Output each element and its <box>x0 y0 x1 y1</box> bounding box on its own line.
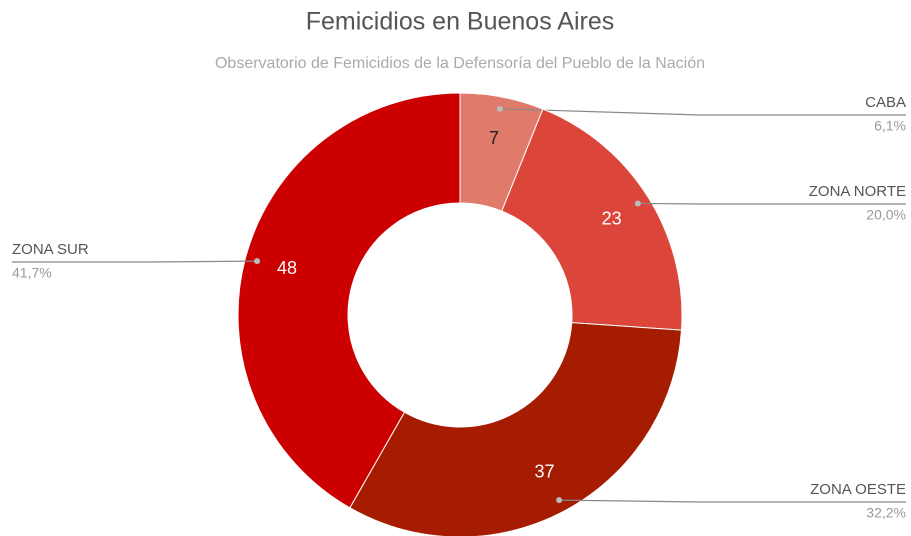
slice-value-label: 23 <box>602 209 622 229</box>
legend-label: ZONA NORTE <box>809 183 906 200</box>
leader-line <box>12 260 258 263</box>
legend-label: ZONA SUR <box>12 241 89 258</box>
leader-line <box>499 108 906 116</box>
leader-dot <box>556 497 563 504</box>
donut-slice <box>349 322 683 536</box>
percent-label: 41,7% <box>12 265 52 281</box>
slice-value-label: 37 <box>534 462 554 482</box>
leader-dot <box>634 200 641 207</box>
leader-line <box>637 202 906 205</box>
leader-line <box>559 499 906 503</box>
chart-subtitle: Observatorio de Femicidios de la Defenso… <box>215 55 705 72</box>
legend-label: CABA <box>865 94 906 111</box>
donut-slice <box>501 108 683 331</box>
percent-label: 32,2% <box>866 505 906 521</box>
percent-label: 20,0% <box>866 207 906 223</box>
donut-slice <box>237 92 461 509</box>
chart-title: Femicidios en Buenos Aires <box>306 8 614 36</box>
leader-dot <box>254 258 261 265</box>
slice-value-label: 48 <box>277 258 297 278</box>
legend-label: ZONA OESTE <box>810 481 906 498</box>
slice-value-label: 7 <box>489 128 499 148</box>
leader-dot <box>496 105 503 112</box>
percent-label: 6,1% <box>874 118 906 134</box>
